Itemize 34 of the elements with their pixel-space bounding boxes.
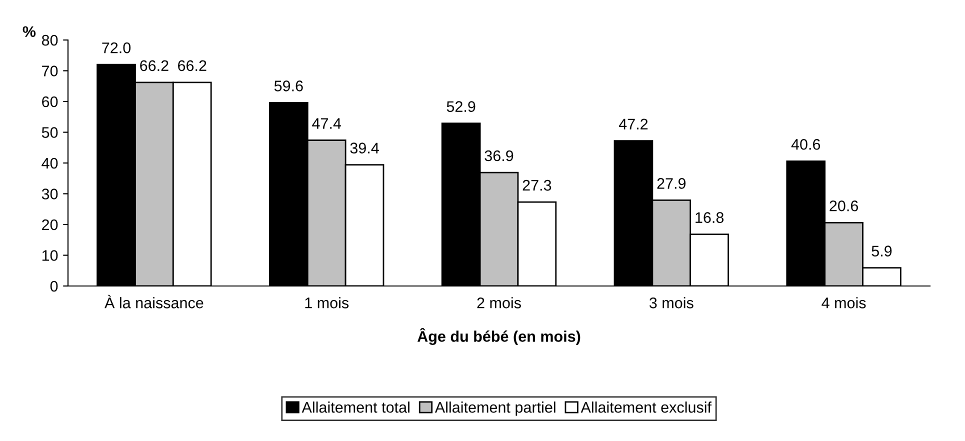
x-tick-label: À la naissance	[104, 294, 204, 308]
data-label: 52.9	[446, 101, 476, 112]
data-label: 27.3	[522, 180, 552, 191]
data-label: 66.2	[178, 60, 206, 72]
y-tick-label: 50	[42, 127, 58, 138]
y-tick-label: 40	[42, 158, 58, 169]
y-tick-label: 0	[50, 280, 58, 292]
data-label: 27.9	[657, 178, 686, 189]
data-label: 47.4	[312, 118, 342, 129]
data-label: 66.2	[140, 60, 168, 72]
data-label: 47.2	[618, 118, 648, 130]
legend-label: Allaitement total	[302, 402, 410, 413]
legend-label: Allaitement exclusif	[580, 402, 712, 413]
y-tick-label: 30	[42, 188, 58, 200]
data-label: 20.6	[830, 200, 858, 212]
y-tick-label: 20	[42, 219, 58, 230]
y-tick-label: 70	[42, 66, 58, 76]
data-label: 39.4	[350, 142, 379, 154]
data-label: 72.0	[102, 42, 131, 54]
y-tick-label: 60	[42, 96, 58, 108]
x-tick-label: 4 mois	[822, 297, 866, 308]
data-label: 5.9	[872, 246, 892, 257]
x-tick-label: 3 mois	[649, 297, 694, 308]
x-axis-title: Âge du bébé (en mois)	[417, 328, 580, 345]
x-tick-label: 2 mois	[477, 297, 521, 308]
y-axis-title: %	[22, 26, 36, 37]
legend-label: Allaitement partiel	[434, 402, 556, 416]
data-label: 40.6	[791, 138, 820, 150]
y-tick-label: 10	[42, 250, 58, 261]
x-tick-label: 1 mois	[305, 297, 349, 308]
data-label: 59.6	[274, 80, 303, 92]
y-tick-label: 80	[42, 34, 58, 46]
data-label: 16.8	[696, 212, 724, 223]
data-label: 36.9	[484, 150, 514, 162]
